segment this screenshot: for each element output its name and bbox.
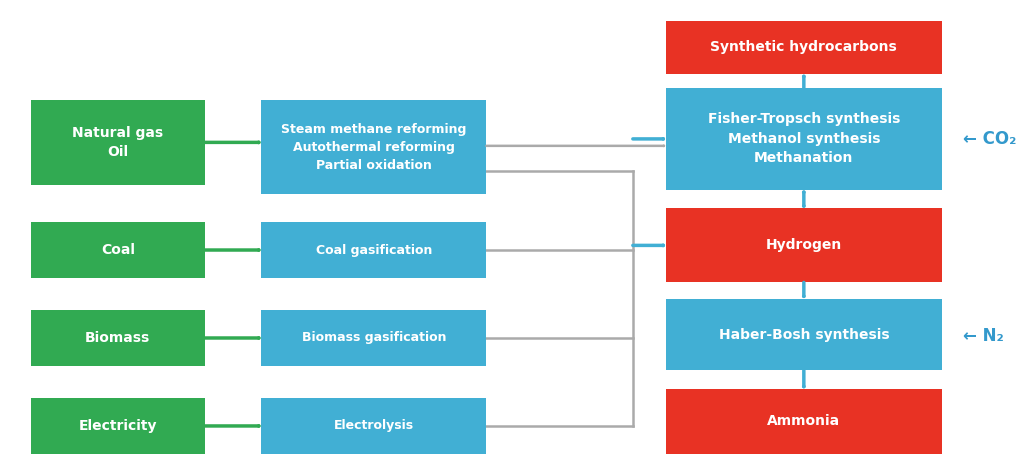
FancyBboxPatch shape bbox=[31, 310, 205, 366]
Text: Biomass gasification: Biomass gasification bbox=[301, 332, 446, 344]
FancyBboxPatch shape bbox=[261, 222, 486, 278]
FancyBboxPatch shape bbox=[666, 299, 942, 370]
FancyBboxPatch shape bbox=[261, 100, 486, 194]
FancyBboxPatch shape bbox=[31, 100, 205, 185]
Text: Natural gas
Oil: Natural gas Oil bbox=[73, 125, 163, 159]
Text: Steam methane reforming
Autothermal reforming
Partial oxidation: Steam methane reforming Autothermal refo… bbox=[281, 123, 467, 171]
FancyBboxPatch shape bbox=[666, 21, 942, 74]
Text: Synthetic hydrocarbons: Synthetic hydrocarbons bbox=[711, 40, 897, 55]
FancyBboxPatch shape bbox=[666, 389, 942, 454]
Text: Ammonia: Ammonia bbox=[767, 414, 841, 428]
FancyBboxPatch shape bbox=[261, 310, 486, 366]
Text: Biomass: Biomass bbox=[85, 331, 151, 345]
FancyBboxPatch shape bbox=[666, 88, 942, 190]
Text: Coal gasification: Coal gasification bbox=[315, 244, 432, 257]
Text: Haber-Bosh synthesis: Haber-Bosh synthesis bbox=[719, 327, 889, 342]
Text: Fisher-Tropsch synthesis
Methanol synthesis
Methanation: Fisher-Tropsch synthesis Methanol synthe… bbox=[708, 113, 900, 165]
Text: Coal: Coal bbox=[100, 243, 135, 257]
Text: ← CO₂: ← CO₂ bbox=[963, 130, 1016, 148]
Text: Hydrogen: Hydrogen bbox=[766, 238, 842, 252]
FancyBboxPatch shape bbox=[31, 398, 205, 454]
FancyBboxPatch shape bbox=[261, 398, 486, 454]
Text: Electricity: Electricity bbox=[79, 419, 157, 433]
Text: ← N₂: ← N₂ bbox=[963, 327, 1004, 344]
FancyBboxPatch shape bbox=[666, 208, 942, 282]
FancyBboxPatch shape bbox=[31, 222, 205, 278]
Text: Electrolysis: Electrolysis bbox=[334, 419, 414, 432]
